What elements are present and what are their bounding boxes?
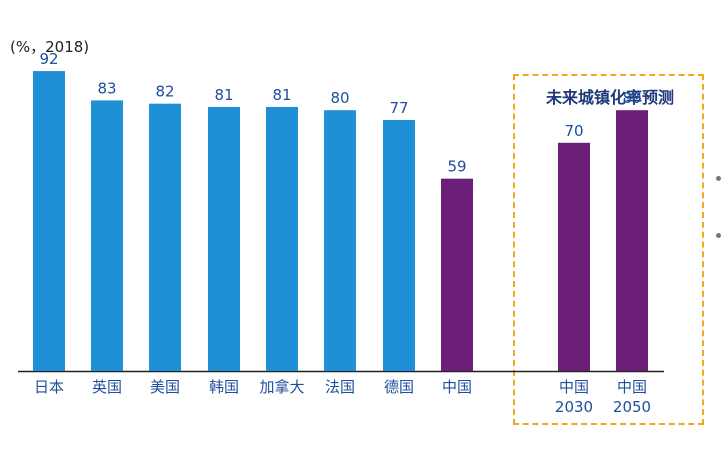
- unit-label: (%，2018): [10, 38, 90, 56]
- bar-2: [149, 103, 181, 372]
- bar-0: [33, 71, 65, 371]
- bar-value-label: 81: [272, 86, 291, 104]
- bar-9: [616, 110, 648, 371]
- bar-value-label: 81: [214, 86, 233, 104]
- category-label: 英国: [92, 378, 122, 396]
- category-label: 德国: [384, 378, 414, 396]
- bar-5: [324, 110, 356, 371]
- edge-dot: [716, 176, 721, 181]
- forecast-title: 未来城镇化率预测: [545, 88, 674, 107]
- bar-6: [383, 119, 415, 371]
- category-label: 2030: [555, 398, 593, 416]
- bar-4: [266, 106, 298, 371]
- category-label: 中国: [442, 378, 472, 396]
- forecast-box: [513, 74, 704, 425]
- edge-dot: [716, 233, 721, 238]
- bar-7: [441, 178, 473, 371]
- category-label: 韩国: [209, 378, 239, 396]
- bar-value-label: 77: [389, 99, 408, 117]
- category-label: 中国: [559, 378, 589, 396]
- category-label: 美国: [150, 378, 180, 396]
- bar-value-label: 82: [155, 83, 174, 101]
- bar-value-label: 92: [39, 50, 58, 68]
- category-label: 2050: [613, 398, 651, 416]
- bar-value-label: 70: [564, 122, 583, 140]
- bar-3: [208, 106, 240, 371]
- bar-8: [558, 142, 590, 371]
- bar-value-label: 80: [622, 89, 641, 107]
- category-label: 中国: [617, 378, 647, 396]
- bar-1: [91, 100, 123, 372]
- bar-value-label: 80: [330, 89, 349, 107]
- bar-value-label: 83: [97, 79, 116, 97]
- category-label: 日本: [34, 378, 64, 396]
- category-label: 法国: [325, 378, 355, 396]
- bar-value-label: 59: [447, 158, 466, 176]
- category-label: 加拿大: [259, 378, 304, 396]
